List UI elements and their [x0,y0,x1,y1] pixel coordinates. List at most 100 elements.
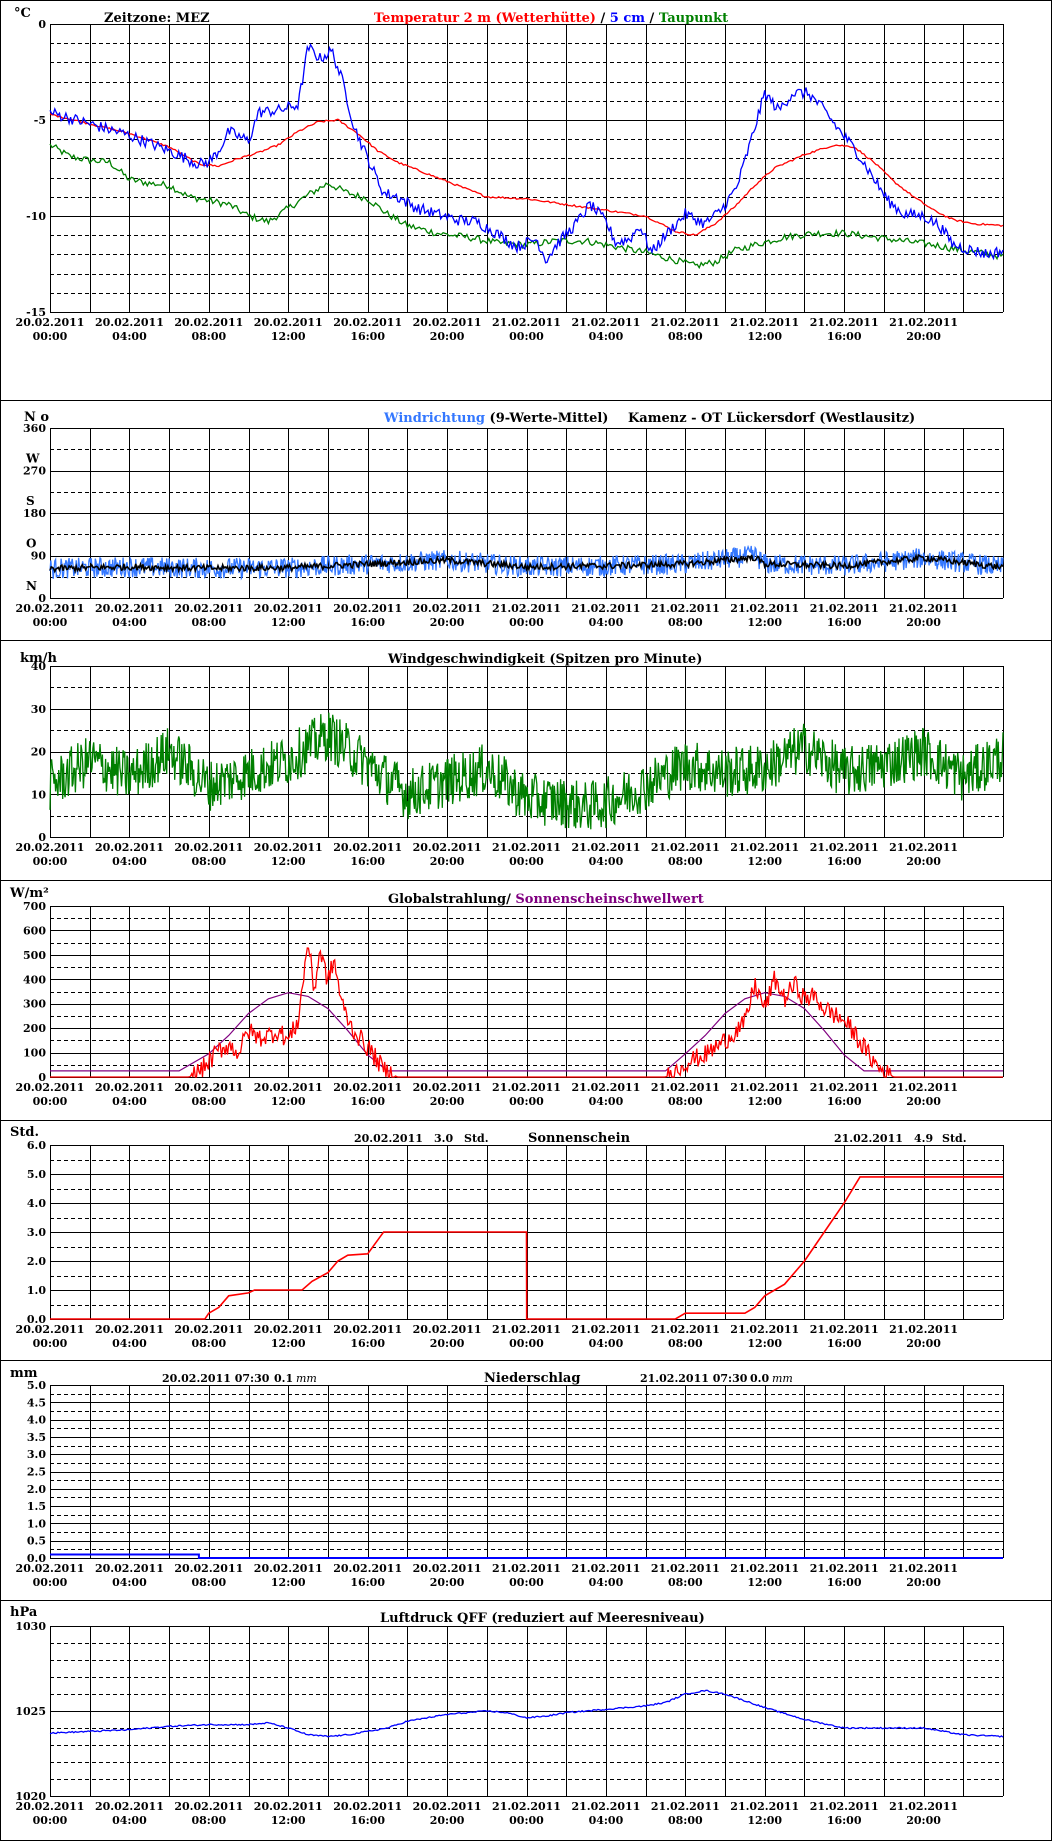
x-tick-time: 12:00 [747,855,782,868]
x-tick-date: 21.02.2011 [730,1323,799,1336]
x-tick-time: 08:00 [668,616,703,629]
x-tick-date: 21.02.2011 [889,1081,958,1094]
chart-title: Temperatur 2 m (Wetterhütte) / 5 cm / Ta… [374,11,728,26]
x-tick-time: 16:00 [350,616,385,629]
panel-dividers [0,400,1052,1601]
x-tick-date: 20.02.2011 [333,1081,402,1094]
x-tick-time: 04:00 [589,330,624,343]
day1-sunshine-value: 3.0 [434,1132,453,1145]
x-tick-time: 20:00 [430,855,465,868]
x-tick-date: 20.02.2011 [254,1323,323,1336]
x-tick-date: 20.02.2011 [16,1800,85,1813]
x-tick-time: 16:00 [827,1337,862,1350]
x-tick-time: 20:00 [430,616,465,629]
day1-precip-value: 0.1 [274,1372,293,1385]
y-tick-label: 5.0 [27,1379,46,1392]
compass-letter: N [26,579,37,593]
x-tick-date: 20.02.2011 [174,1081,243,1094]
x-tick-time: 20:00 [906,855,941,868]
x-tick-time: 16:00 [827,855,862,868]
y-tick-label: 2.5 [27,1466,46,1479]
x-tick-date: 21.02.2011 [651,841,720,854]
x-tick-date: 20.02.2011 [95,316,164,329]
x-tick-time: 16:00 [350,1095,385,1108]
x-tick-date: 21.02.2011 [810,1800,879,1813]
x-tick-time: 08:00 [191,616,226,629]
x-tick-time: 12:00 [747,616,782,629]
x-tick-date: 20.02.2011 [413,841,482,854]
x-tick-time: 00:00 [509,616,544,629]
x-tick-date: 21.02.2011 [571,602,640,615]
y-tick-label: -10 [26,210,46,223]
y-tick-label: 4.0 [27,1197,46,1210]
x-tick-date: 21.02.2011 [810,841,879,854]
x-tick-time: 16:00 [350,330,385,343]
series-dewpoint [49,143,1004,270]
x-tick-date: 20.02.2011 [413,602,482,615]
y-tick-label: 100 [23,1047,46,1060]
x-tick-date: 20.02.2011 [174,1323,243,1336]
x-tick-time: 08:00 [191,330,226,343]
x-tick-date: 20.02.2011 [254,841,323,854]
x-tick-time: 04:00 [589,855,624,868]
x-tick-time: 00:00 [509,1095,544,1108]
x-tick-date: 21.02.2011 [492,602,561,615]
x-tick-time: 00:00 [33,1576,68,1589]
x-tick-time: 12:00 [747,1095,782,1108]
x-tick-time: 08:00 [191,1576,226,1589]
x-tick-time: 20:00 [906,616,941,629]
x-tick-date: 20.02.2011 [254,602,323,615]
x-tick-date: 20.02.2011 [333,841,402,854]
temperature-panel: °C Zeitzone: MEZ Temperatur 2 m (Wetterh… [14,6,1004,343]
x-tick-date: 21.02.2011 [492,1323,561,1336]
x-tick-time: 04:00 [589,1814,624,1827]
x-tick-date: 21.02.2011 [810,1323,879,1336]
x-tick-date: 20.02.2011 [16,1081,85,1094]
x-tick-time: 00:00 [33,1095,68,1108]
x-tick-date: 20.02.2011 [254,1081,323,1094]
y-tick-label: 1020 [15,1790,46,1803]
x-tick-time: 00:00 [33,330,68,343]
x-tick-time: 16:00 [350,1814,385,1827]
y-tick-label: 0.5 [27,1535,46,1548]
x-tick-time: 16:00 [827,1576,862,1589]
y-tick-label: 40 [31,660,47,673]
series-wind-speed [49,712,1004,830]
x-tick-date: 21.02.2011 [730,1081,799,1094]
title-separator: / [596,11,610,26]
x-tick-time: 20:00 [906,1576,941,1589]
x-tick-time: 20:00 [430,1095,465,1108]
x-tick-date: 21.02.2011 [810,316,879,329]
x-tick-date: 21.02.2011 [730,841,799,854]
y-unit-label: N o [24,410,49,425]
y-tick-label: 1.0 [27,1284,46,1297]
y-tick-label: -15 [26,306,46,319]
series-sunshine-threshold [50,992,1003,1072]
y-tick-label: 0.0 [27,1313,46,1326]
air-pressure-panel: hPa Luftdruck QFF (reduziert auf Meeresn… [10,1605,1004,1827]
x-tick-date: 20.02.2011 [413,1800,482,1813]
x-tick-date: 21.02.2011 [730,1562,799,1575]
x-tick-time: 00:00 [33,855,68,868]
x-tick-date: 20.02.2011 [413,316,482,329]
x-tick-time: 00:00 [33,1337,68,1350]
title-global-radiation: Globalstrahlung/ [388,892,515,907]
x-tick-time: 00:00 [509,1814,544,1827]
day1-date: 20.02.2011 [354,1132,423,1145]
title-separator: / [645,11,659,26]
chart-title: Luftdruck QFF (reduziert auf Meeresnivea… [380,1611,705,1626]
precipitation-panel: mm 20.02.2011 07:30 0.1 mm Niederschlag … [10,1366,1004,1589]
x-tick-time: 16:00 [827,616,862,629]
y-unit-label: °C [14,6,31,21]
x-tick-time: 12:00 [747,1814,782,1827]
x-tick-time: 16:00 [827,330,862,343]
series-wind-direction-mean [49,552,1004,575]
x-tick-time: 04:00 [112,855,147,868]
x-tick-date: 20.02.2011 [174,841,243,854]
x-tick-date: 20.02.2011 [254,316,323,329]
x-tick-date: 20.02.2011 [413,1081,482,1094]
y-tick-label: 0 [38,831,46,844]
grid [50,1385,1004,1559]
